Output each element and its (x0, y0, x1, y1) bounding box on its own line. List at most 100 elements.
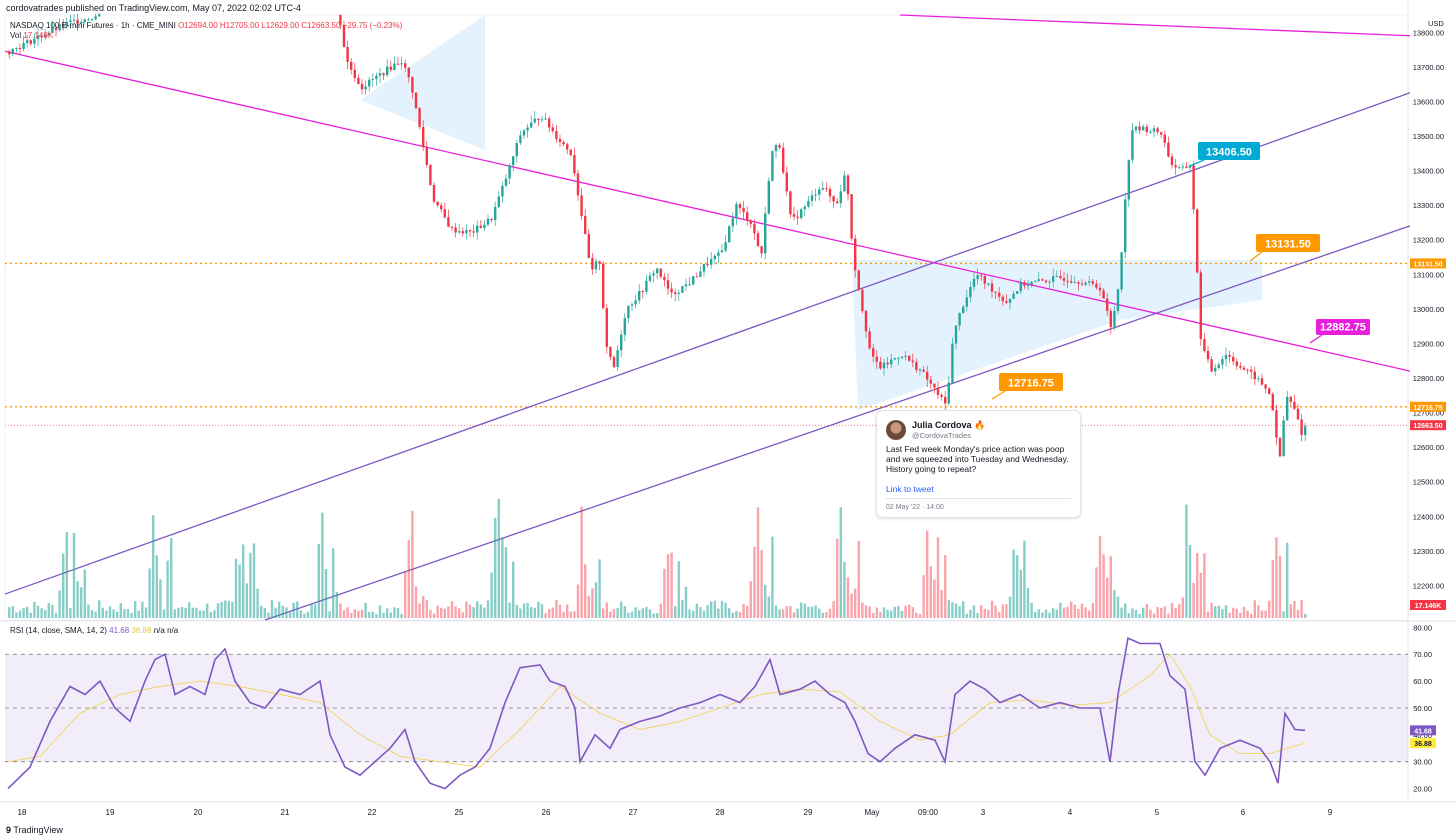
volume-bar (789, 606, 792, 618)
rsi-legend-label[interactable]: RSI (14, close, SMA, 14, 2) (10, 626, 107, 635)
candle (1188, 165, 1192, 168)
candle (1037, 279, 1040, 281)
candle (688, 284, 691, 286)
volume-bar (1214, 605, 1217, 618)
candle (717, 252, 720, 256)
volume-bar (1242, 606, 1246, 618)
candle (929, 379, 932, 384)
candle (735, 204, 738, 219)
callout-label: 12716.75 (1008, 378, 1054, 390)
tweet-author: Julia Cordova 🔥 (912, 420, 985, 431)
price-tick-label: 12600.00 (1413, 443, 1444, 452)
volume-value: 17.146K (23, 31, 54, 40)
volume-bar (890, 610, 893, 618)
volume-bar (1163, 606, 1166, 618)
symbol-name[interactable]: NASDAQ 100 E-mini Futures · 1h · CME_MIN… (10, 21, 176, 30)
volume-bar (530, 606, 533, 618)
candle (562, 141, 565, 145)
volume-bar (987, 609, 990, 618)
candle (1088, 281, 1091, 283)
volume-bar (965, 613, 968, 618)
trend-line-0 (899, 14, 1411, 37)
rsi-tick-label: 20.00 (1413, 785, 1432, 794)
volume-bar (231, 601, 234, 618)
candle (1210, 359, 1213, 372)
candle (656, 268, 659, 274)
volume-bar (969, 609, 972, 618)
volume-bar (184, 607, 187, 618)
time-tick-label: 20 (194, 808, 203, 817)
volume-bar (1116, 596, 1120, 618)
volume-bar (886, 609, 889, 618)
volume-bar (1077, 608, 1080, 618)
rsi-tick-label: 40.00 (1413, 731, 1432, 740)
volume-bar (144, 607, 148, 618)
candle (1066, 280, 1069, 282)
volume-bar (857, 540, 860, 618)
volume-bar (90, 610, 94, 618)
volume-bar (130, 612, 133, 618)
volume-bar (270, 600, 274, 618)
candle (36, 35, 40, 40)
candle (706, 264, 709, 266)
volume-bar (148, 568, 151, 618)
tweet-card[interactable]: Julia Cordova 🔥 @CordovaTrades Last Fed … (876, 410, 1081, 518)
symbol-legend: NASDAQ 100 E-mini Futures · 1h · CME_MIN… (10, 21, 402, 30)
candle (368, 79, 371, 87)
volume-bar (1102, 554, 1105, 618)
volume-bar (80, 587, 83, 618)
candle (742, 207, 745, 213)
candle (983, 275, 986, 284)
candle (702, 264, 706, 272)
volume-bar (274, 607, 277, 618)
candle (1289, 396, 1292, 402)
volume-bar (728, 608, 731, 618)
currency-label: USD (1428, 19, 1444, 28)
price-badge (1410, 258, 1446, 269)
rsi-tick-label: 50.00 (1413, 704, 1432, 713)
tweet-link[interactable]: Link to tweet (886, 484, 934, 494)
volume-bar (699, 607, 702, 618)
volume-bar (944, 555, 947, 618)
candle (1199, 272, 1202, 339)
volume-bar (746, 605, 749, 618)
candle (530, 122, 533, 128)
candle (1138, 126, 1141, 131)
candle (861, 289, 864, 311)
callout-label: 13406.50 (1206, 147, 1252, 159)
volume-bar (1062, 607, 1066, 618)
volume-bar (893, 606, 896, 618)
candle (1250, 369, 1253, 372)
candle (1203, 338, 1206, 352)
candle (990, 283, 994, 292)
volume-bar (555, 600, 558, 618)
candle (854, 238, 857, 271)
candle (58, 24, 61, 31)
candle (839, 191, 842, 204)
volume-bar (522, 603, 526, 618)
volume-bar (306, 611, 310, 618)
volume-bar (1152, 613, 1156, 618)
ohlc-values: O12694.00 H12705.00 L12629.00 C12663.50 … (178, 21, 403, 30)
volume-bar (897, 606, 900, 618)
volume-bar (544, 613, 547, 618)
candle (692, 276, 695, 285)
candle (22, 43, 25, 49)
candle (771, 151, 774, 181)
volume-bar (1055, 609, 1058, 618)
volume-bar (346, 607, 349, 618)
volume-bar (810, 606, 814, 618)
candle (875, 356, 878, 362)
volume-bar (278, 601, 281, 618)
volume-bar (432, 613, 436, 618)
candle (753, 223, 756, 234)
volume-bar (713, 600, 716, 618)
volume-bar (15, 612, 18, 618)
candle (1275, 410, 1278, 438)
volume-bar (641, 608, 644, 618)
rsi-sma-badge-label: 36.88 (1414, 741, 1432, 748)
candle (33, 39, 36, 44)
footer-brand[interactable]: 𝟗 TradingView (6, 825, 63, 836)
volume-bar (288, 612, 292, 618)
